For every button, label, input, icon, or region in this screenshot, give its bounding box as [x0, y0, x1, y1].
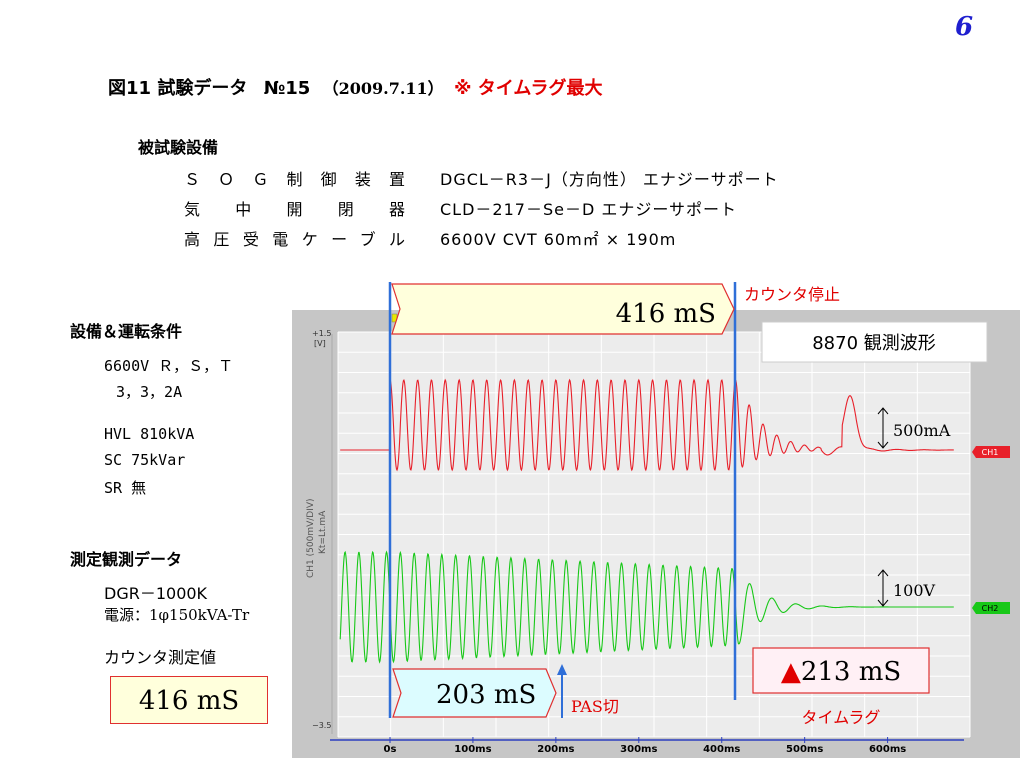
- y-axis-title: CH1 (500mV/DIV): [306, 498, 316, 578]
- x-tick-label: 500ms: [786, 744, 823, 755]
- ch1-scale: 500mA: [877, 407, 951, 449]
- waveform-chart: 0s 100ms 200ms 300ms 400ms 500ms 600ms +1.5 [V…: [292, 282, 1020, 758]
- equipment-heading: 被試験設備: [138, 138, 219, 157]
- ch2-waveform: [339, 550, 954, 664]
- ch2-group: [339, 550, 954, 664]
- x-tick-label: 0s: [384, 744, 397, 755]
- time-lag-number: 213 mS: [801, 657, 901, 687]
- equipment-name-3: 高圧受電ケーブル: [184, 230, 406, 249]
- measure-device: DGR－1000K: [104, 584, 208, 603]
- ch2-tag-label: CH2: [982, 604, 999, 613]
- page-title: 図11 試験データ №15 （2009.7.11） ※ タイムラグ最大: [108, 74, 602, 100]
- equipment-value-1: DGCL－R3－J（方向性） エナジーサポート: [440, 170, 779, 189]
- y-top-unit: [V]: [314, 339, 326, 348]
- x-tick-label: 600ms: [869, 744, 906, 755]
- counter-value-box: 416 mS: [110, 676, 268, 724]
- time-lag-label: タイムラグ: [802, 708, 881, 727]
- conditions-sc: SC 75kVar: [104, 451, 186, 469]
- measure-power: 電源：1φ150kVA-Tr: [104, 606, 250, 624]
- equipment-name-1: ＳＯＧ制御装置: [184, 170, 406, 189]
- conditions-sr: SR 無: [104, 479, 147, 497]
- x-tick-label: 200ms: [537, 744, 574, 755]
- equipment-value-2: CLD－217－Se－D エナジーサポート: [440, 200, 738, 219]
- ch2-scale: 100V: [877, 569, 936, 607]
- title-date: （2009.7.11）: [322, 79, 444, 98]
- total-time-label: 416 mS: [616, 299, 716, 329]
- title-no: №15: [263, 78, 311, 99]
- title-figure: 図11 試験データ: [108, 78, 248, 99]
- conditions-hvl: HVL 810kVA: [104, 425, 195, 443]
- ch1-tag-label: CH1: [982, 448, 999, 457]
- counter-label: カウンタ測定値: [104, 648, 217, 667]
- chart-title: 8870 観測波形: [812, 333, 936, 354]
- ch1-waveform: [340, 378, 954, 472]
- time-lag-value: ▲213 mS: [781, 657, 901, 687]
- y-bottom-label: −3.5: [312, 721, 331, 730]
- conditions-heading: 設備＆運転条件: [70, 322, 183, 341]
- equipment-name-2: 気中開閉器: [184, 200, 406, 219]
- counter-stop-label: カウンタ停止: [744, 285, 840, 304]
- page-number: 6: [955, 12, 974, 42]
- pas-time-label: 203 mS: [436, 680, 536, 710]
- chart-title-box: [761, 321, 988, 363]
- ch2-scale-label: 100V: [893, 581, 936, 600]
- x-tick-label: 400ms: [703, 744, 740, 755]
- ch2-tag: CH2: [972, 602, 1010, 614]
- x-tick-label: 300ms: [620, 744, 657, 755]
- total-time-arrow: [391, 283, 735, 335]
- ch1-group: [340, 378, 954, 472]
- x-tick-label: 100ms: [454, 744, 491, 755]
- conditions-voltage: 6600V Ｒ，Ｓ，Ｔ: [104, 357, 234, 375]
- pas-arrow-head: [557, 664, 567, 675]
- measure-heading: 測定観測データ: [70, 550, 183, 569]
- conditions-phase-values: 3，3，2A: [116, 383, 183, 401]
- equipment-value-3: 6600V CVT 60m㎡ × 190m: [440, 230, 677, 249]
- ch1-scale-label: 500mA: [893, 421, 951, 440]
- y-top-label: +1.5: [312, 329, 331, 338]
- pas-label: PAS切: [571, 697, 619, 716]
- gridlines: [337, 331, 971, 738]
- pas-time-arrow: [392, 668, 557, 718]
- title-note: ※ タイムラグ最大: [453, 78, 603, 99]
- y-axis-subtitle: Kt=Lt.mA: [318, 510, 328, 554]
- x-ticks: 0s 100ms 200ms 300ms 400ms 500ms 600ms: [384, 737, 906, 755]
- ch1-tag: CH1: [972, 446, 1010, 458]
- time-lag-box: [752, 647, 930, 694]
